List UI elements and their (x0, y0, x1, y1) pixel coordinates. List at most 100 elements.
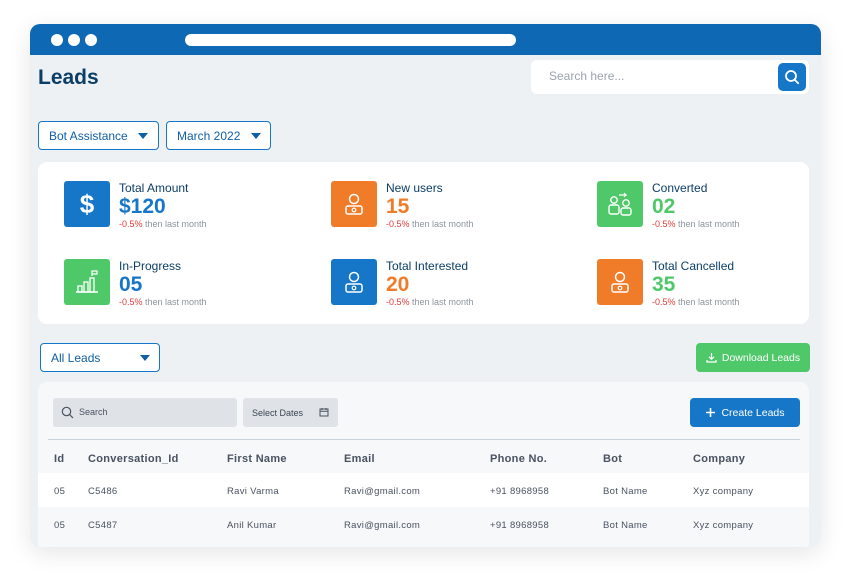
cell-first-name: Ravi Varma (227, 486, 279, 497)
search-button[interactable] (778, 63, 806, 91)
cell-bot: Bot Name (603, 520, 648, 531)
stat-total-interested: Total Interested 20 -0.5% then last mont… (331, 259, 561, 319)
browser-titlebar (30, 24, 821, 55)
stat-label: Total Cancelled (652, 259, 735, 273)
bot-filter-dropdown[interactable]: Bot Assistance (38, 121, 159, 150)
stat-value: 35 (652, 273, 676, 296)
stat-change: -0.5% then last month (119, 219, 207, 229)
stat-icon-box (331, 181, 377, 227)
stat-value: $120 (119, 195, 166, 218)
cell-id: 05 (54, 520, 66, 531)
user-icon (345, 193, 363, 215)
table-search-placeholder: Search (79, 407, 108, 417)
stat-change-text: then last month (675, 219, 740, 229)
create-leads-button[interactable]: Create Leads (690, 398, 800, 427)
stat-label: Total Amount (119, 181, 189, 195)
cell-phone: +91 8968958 (490, 486, 550, 497)
users-exchange-icon (608, 192, 632, 216)
window-dot[interactable] (68, 34, 80, 46)
column-header: Phone No. (490, 453, 548, 465)
leads-filter-value: All Leads (51, 350, 101, 365)
stat-change-percent: -0.5% (119, 219, 143, 229)
bot-filter-value: Bot Assistance (49, 128, 128, 143)
user-icon (611, 271, 629, 293)
stat-total-cancelled: Total Cancelled 35 -0.5% then last month (597, 259, 821, 319)
leads-table-card: Search Select Dates Create Leads Id Conv… (38, 382, 809, 547)
table-row[interactable]: 05 C5487 Anil Kumar Ravi@gmail.com +91 8… (38, 507, 809, 541)
create-leads-label: Create Leads (721, 406, 785, 419)
stat-icon-box (64, 259, 110, 305)
table-divider (48, 439, 800, 440)
stat-change-text: then last month (675, 297, 740, 307)
search-icon (61, 406, 74, 419)
column-header: Company (693, 453, 746, 465)
search-input[interactable] (549, 69, 769, 83)
stat-value: 20 (386, 273, 410, 296)
cell-conversation-id: C5486 (88, 486, 118, 497)
cell-phone: +91 8968958 (490, 520, 550, 531)
user-icon (345, 271, 363, 293)
stat-change-percent: -0.5% (652, 219, 676, 229)
chevron-down-icon (251, 133, 261, 139)
window-dot[interactable] (85, 34, 97, 46)
stat-change-text: then last month (409, 219, 474, 229)
column-header: Email (344, 453, 375, 465)
page-title: Leads (38, 66, 99, 89)
svg-text:$: $ (80, 189, 95, 219)
stat-change-text: then last month (142, 297, 207, 307)
stat-label: New users (386, 181, 443, 195)
search-box[interactable] (531, 60, 809, 94)
dollar-icon: $ (80, 189, 95, 219)
stat-in-progress: In-Progress 05 -0.5% then last month (64, 259, 294, 319)
download-leads-button[interactable]: Download Leads (696, 343, 810, 372)
download-icon (706, 353, 717, 363)
stat-change-percent: -0.5% (119, 297, 143, 307)
leads-filter-dropdown[interactable]: All Leads (40, 343, 160, 372)
cell-first-name: Anil Kumar (227, 520, 277, 531)
stat-value: 15 (386, 195, 410, 218)
stat-icon-box (597, 181, 643, 227)
chevron-down-icon (138, 133, 148, 139)
chevron-down-icon (140, 355, 150, 361)
column-header: First Name (227, 453, 287, 465)
month-filter-dropdown[interactable]: March 2022 (166, 121, 271, 150)
cell-company: Xyz company (693, 520, 754, 531)
stat-label: In-Progress (119, 259, 182, 273)
stat-icon-box (331, 259, 377, 305)
table-search-input[interactable]: Search (53, 398, 237, 427)
month-filter-value: March 2022 (177, 128, 241, 143)
cell-bot: Bot Name (603, 486, 648, 497)
cell-id: 05 (54, 486, 66, 497)
select-dates-label: Select Dates (252, 408, 304, 418)
calendar-icon (319, 408, 329, 417)
stat-value: 02 (652, 195, 676, 218)
stat-label: Converted (652, 181, 708, 195)
stat-total-amount: $ Total Amount $120 -0.5% then last mont… (64, 181, 294, 241)
stat-icon-box: $ (64, 181, 110, 227)
search-icon (785, 70, 800, 85)
table-row[interactable]: 05 C5486 Ravi Varma Ravi@gmail.com +91 8… (38, 473, 809, 507)
stat-value: 05 (119, 273, 143, 296)
stat-change-percent: -0.5% (652, 297, 676, 307)
stat-icon-box (597, 259, 643, 305)
stat-label: Total Interested (386, 259, 469, 273)
stat-change-text: then last month (409, 297, 474, 307)
plus-icon (706, 408, 716, 417)
stat-new-users: New users 15 -0.5% then last month (331, 181, 561, 241)
stat-change: -0.5% then last month (652, 297, 740, 307)
cell-email: Ravi@gmail.com (344, 520, 421, 531)
stat-change-text: then last month (142, 219, 207, 229)
column-header: Bot (603, 453, 623, 465)
app-window: Leads Bot Assistance March 2022 $ Total … (30, 24, 821, 547)
stat-change-percent: -0.5% (386, 219, 410, 229)
stat-change: -0.5% then last month (119, 297, 207, 307)
cell-company: Xyz company (693, 486, 754, 497)
stat-change: -0.5% then last month (652, 219, 740, 229)
cell-conversation-id: C5487 (88, 520, 118, 531)
window-dot[interactable] (51, 34, 63, 46)
select-dates-button[interactable]: Select Dates (243, 398, 338, 427)
download-leads-label: Download Leads (721, 351, 801, 364)
cell-email: Ravi@gmail.com (344, 486, 421, 497)
column-header: Conversation_Id (88, 453, 179, 465)
address-bar[interactable] (185, 34, 516, 46)
